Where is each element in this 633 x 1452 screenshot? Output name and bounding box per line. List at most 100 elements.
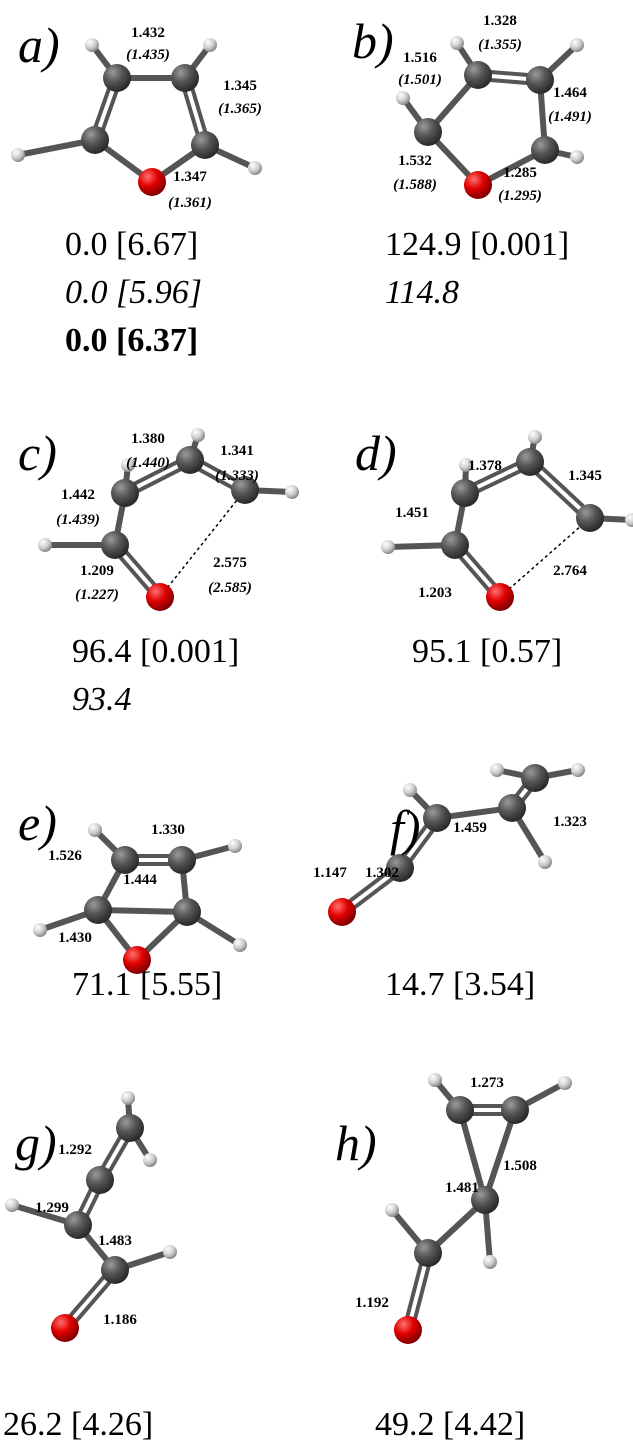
bond-length: 1.483 [98, 1233, 132, 1249]
atom [328, 898, 356, 926]
bond-length: 1.451 [395, 505, 429, 521]
atom [403, 783, 417, 797]
bond-length: 1.186 [103, 1312, 137, 1328]
energy: 71.1 [5.55] [72, 966, 222, 1003]
atom [173, 898, 201, 926]
atom [531, 136, 559, 164]
bond-length: 2.764 [553, 563, 587, 579]
atom [111, 479, 139, 507]
panel-label: c) [18, 425, 57, 481]
bond-length: 1.442 [61, 487, 95, 503]
atom [138, 168, 166, 196]
atom [103, 64, 131, 92]
bond-length-alt: (2.585) [208, 580, 252, 596]
bond-length: 1.347 [173, 169, 207, 185]
panel: c) 1.380 (1.440) 1.341 (1.333) 1.442 (1.439) 1.… [18, 425, 299, 718]
bond-length: 1.273 [470, 1075, 504, 1091]
atom [5, 1198, 19, 1212]
energy: 0.0 [6.67] [65, 226, 198, 263]
atom [38, 538, 52, 552]
atom [203, 38, 217, 52]
atom [528, 430, 542, 444]
atom [101, 531, 129, 559]
panel-label: d) [355, 425, 397, 481]
atom [11, 148, 25, 162]
bond [525, 462, 590, 523]
energy: 124.9 [0.001] [385, 226, 569, 263]
atom [51, 1314, 79, 1342]
bond-length-alt: (1.439) [56, 512, 100, 528]
atom [423, 804, 451, 832]
bond-length: 1.444 [123, 872, 157, 888]
bond-length-alt: (1.361) [168, 195, 212, 211]
panel: a) 1.432 (1.435) 1.345 (1.365) 1.347 (1.361) 0.… [11, 17, 262, 359]
bond-length-alt: (1.365) [218, 101, 262, 117]
bond-length-alt: (1.227) [75, 587, 119, 603]
atom [570, 150, 584, 164]
molecule [5, 1091, 177, 1342]
panel-label: h) [335, 1115, 377, 1171]
atom [441, 531, 469, 559]
atom [171, 64, 199, 92]
atom [558, 1076, 572, 1090]
bond-length: 1.432 [131, 25, 165, 41]
atom [498, 794, 526, 822]
atom [121, 458, 135, 472]
panel: g) 1.292 1.299 1.483 1.186 26.2 [4.26] [3, 1091, 177, 1443]
bond-length: 1.302 [365, 865, 399, 881]
bond-length: 1.328 [483, 13, 517, 29]
bond-length: 1.323 [553, 814, 587, 830]
atom [116, 1114, 144, 1142]
panel: f) 1.459 1.323 1.302 1.147 14.7 [3.54] [313, 763, 587, 1003]
bond-length: 1.430 [58, 930, 92, 946]
molecule [381, 430, 633, 611]
atom [33, 923, 47, 937]
bond-length: 1.508 [503, 1158, 537, 1174]
atom [490, 763, 504, 777]
bond-length: 1.526 [48, 848, 82, 864]
bond-length: 1.147 [313, 865, 347, 881]
atom [385, 1203, 399, 1217]
bond-length: 1.285 [503, 165, 537, 181]
atom [538, 855, 552, 869]
atom [163, 1245, 177, 1259]
bond [457, 1107, 488, 1203]
atom [143, 1153, 157, 1167]
atom [483, 1255, 497, 1269]
atom [394, 1316, 422, 1344]
molecule [33, 823, 247, 974]
molecule [38, 428, 299, 611]
atom [451, 479, 479, 507]
bond-length-alt: (1.501) [398, 72, 442, 88]
bond [530, 457, 595, 518]
energy: 93.4 [72, 681, 132, 718]
atom [168, 846, 196, 874]
atom [428, 1073, 442, 1087]
atom [285, 485, 299, 499]
bond-length: 1.209 [80, 563, 114, 579]
panel-label: g) [15, 1115, 57, 1171]
molecule [385, 1073, 572, 1344]
panel: e) 1.330 1.526 1.444 1.430 71.1 [5.55] [18, 795, 247, 1003]
atom [123, 946, 151, 974]
molecule [328, 763, 585, 926]
bond-length: 1.378 [468, 458, 502, 474]
bond-length: 1.481 [445, 1180, 479, 1196]
bond-length: 1.459 [453, 820, 487, 836]
energy: 0.0 [5.96] [65, 274, 202, 311]
bond-length: 1.380 [131, 431, 165, 447]
bond-length-alt: (1.333) [215, 468, 259, 484]
panel-label: e) [18, 795, 57, 851]
atom [396, 91, 410, 105]
energy: 0.0 [6.37] [65, 322, 198, 359]
panel-label: b) [352, 13, 394, 69]
atom [576, 504, 604, 532]
atom [526, 66, 554, 94]
atom [146, 583, 174, 611]
atom [81, 126, 109, 154]
atom [101, 1256, 129, 1284]
atom [516, 448, 544, 476]
atom [86, 1166, 114, 1194]
bond-length: 1.345 [223, 78, 257, 94]
